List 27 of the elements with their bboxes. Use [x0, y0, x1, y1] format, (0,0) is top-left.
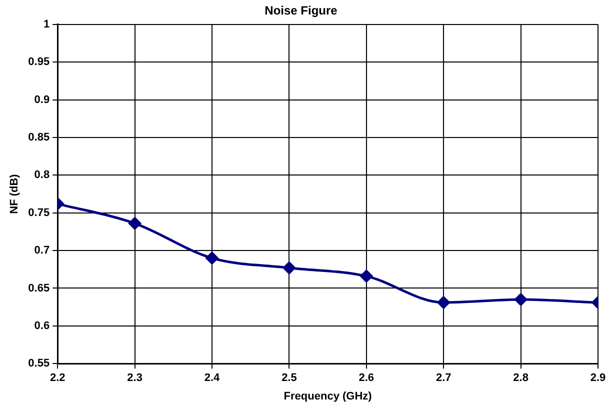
point	[437, 296, 450, 309]
point	[514, 293, 528, 306]
y-axis-title: NF (dB)	[8, 174, 21, 214]
x-axis-title: Frequency (GHz)	[284, 390, 372, 402]
y-tick-label: 0.55	[28, 358, 50, 370]
point	[206, 252, 218, 264]
point	[128, 217, 142, 230]
y-tick-label: 0.6	[34, 320, 50, 332]
y-tick-label: 0.75	[28, 206, 50, 219]
x-tick-label: 2.3	[127, 372, 142, 384]
y-tick-label: 0.85	[28, 132, 50, 144]
x-tick-label: 2.6	[358, 372, 374, 384]
y-tick-label: 0.9	[34, 94, 50, 106]
x-tick-label: 2.4	[204, 372, 221, 384]
point	[360, 270, 373, 282]
y-tick-label: 1	[43, 18, 50, 30]
y-tick-label: 0.7	[34, 244, 50, 257]
y-tick-label: 0.95	[28, 56, 50, 68]
y-tick-label: 0.65	[28, 282, 50, 294]
chart-title: Noise Figure	[264, 4, 338, 18]
x-tick-label: 2.2	[50, 372, 66, 384]
x-tick-label: 2.8	[513, 372, 528, 384]
x-tick-label: 2.5	[282, 372, 297, 384]
point	[282, 262, 296, 274]
y-tick-label: 0.8	[34, 169, 50, 182]
x-tick-label: 2.7	[436, 372, 452, 384]
x-tick-label: 2.9	[590, 372, 606, 384]
